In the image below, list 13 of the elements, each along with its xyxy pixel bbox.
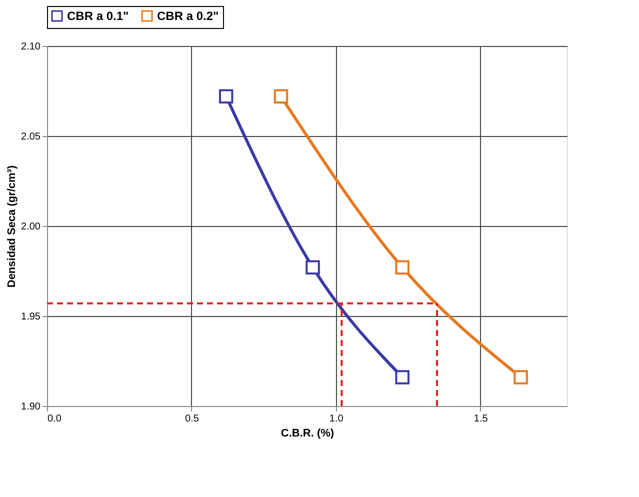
x-axis-title: C.B.R. (%)	[280, 428, 334, 440]
x-tick-label: 0.0	[48, 414, 62, 424]
legend-label: CBR a 0.2"	[157, 9, 219, 23]
y-tick-label: 2.10	[21, 42, 41, 52]
y-tick-label: 2.05	[21, 132, 41, 142]
x-tick-label: 1.5	[474, 414, 488, 424]
y-tick-label: 1.95	[21, 312, 41, 322]
y-tick-label: 1.90	[21, 402, 41, 412]
x-tick-label: 1.0	[329, 414, 344, 424]
y-axis-title: Densidad Seca (gr/cm³)	[6, 165, 18, 288]
y-tick-label: 2.00	[21, 222, 41, 232]
x-tick-label: 0.5	[184, 414, 200, 424]
legend-label: CBR a 0.1"	[67, 9, 129, 23]
